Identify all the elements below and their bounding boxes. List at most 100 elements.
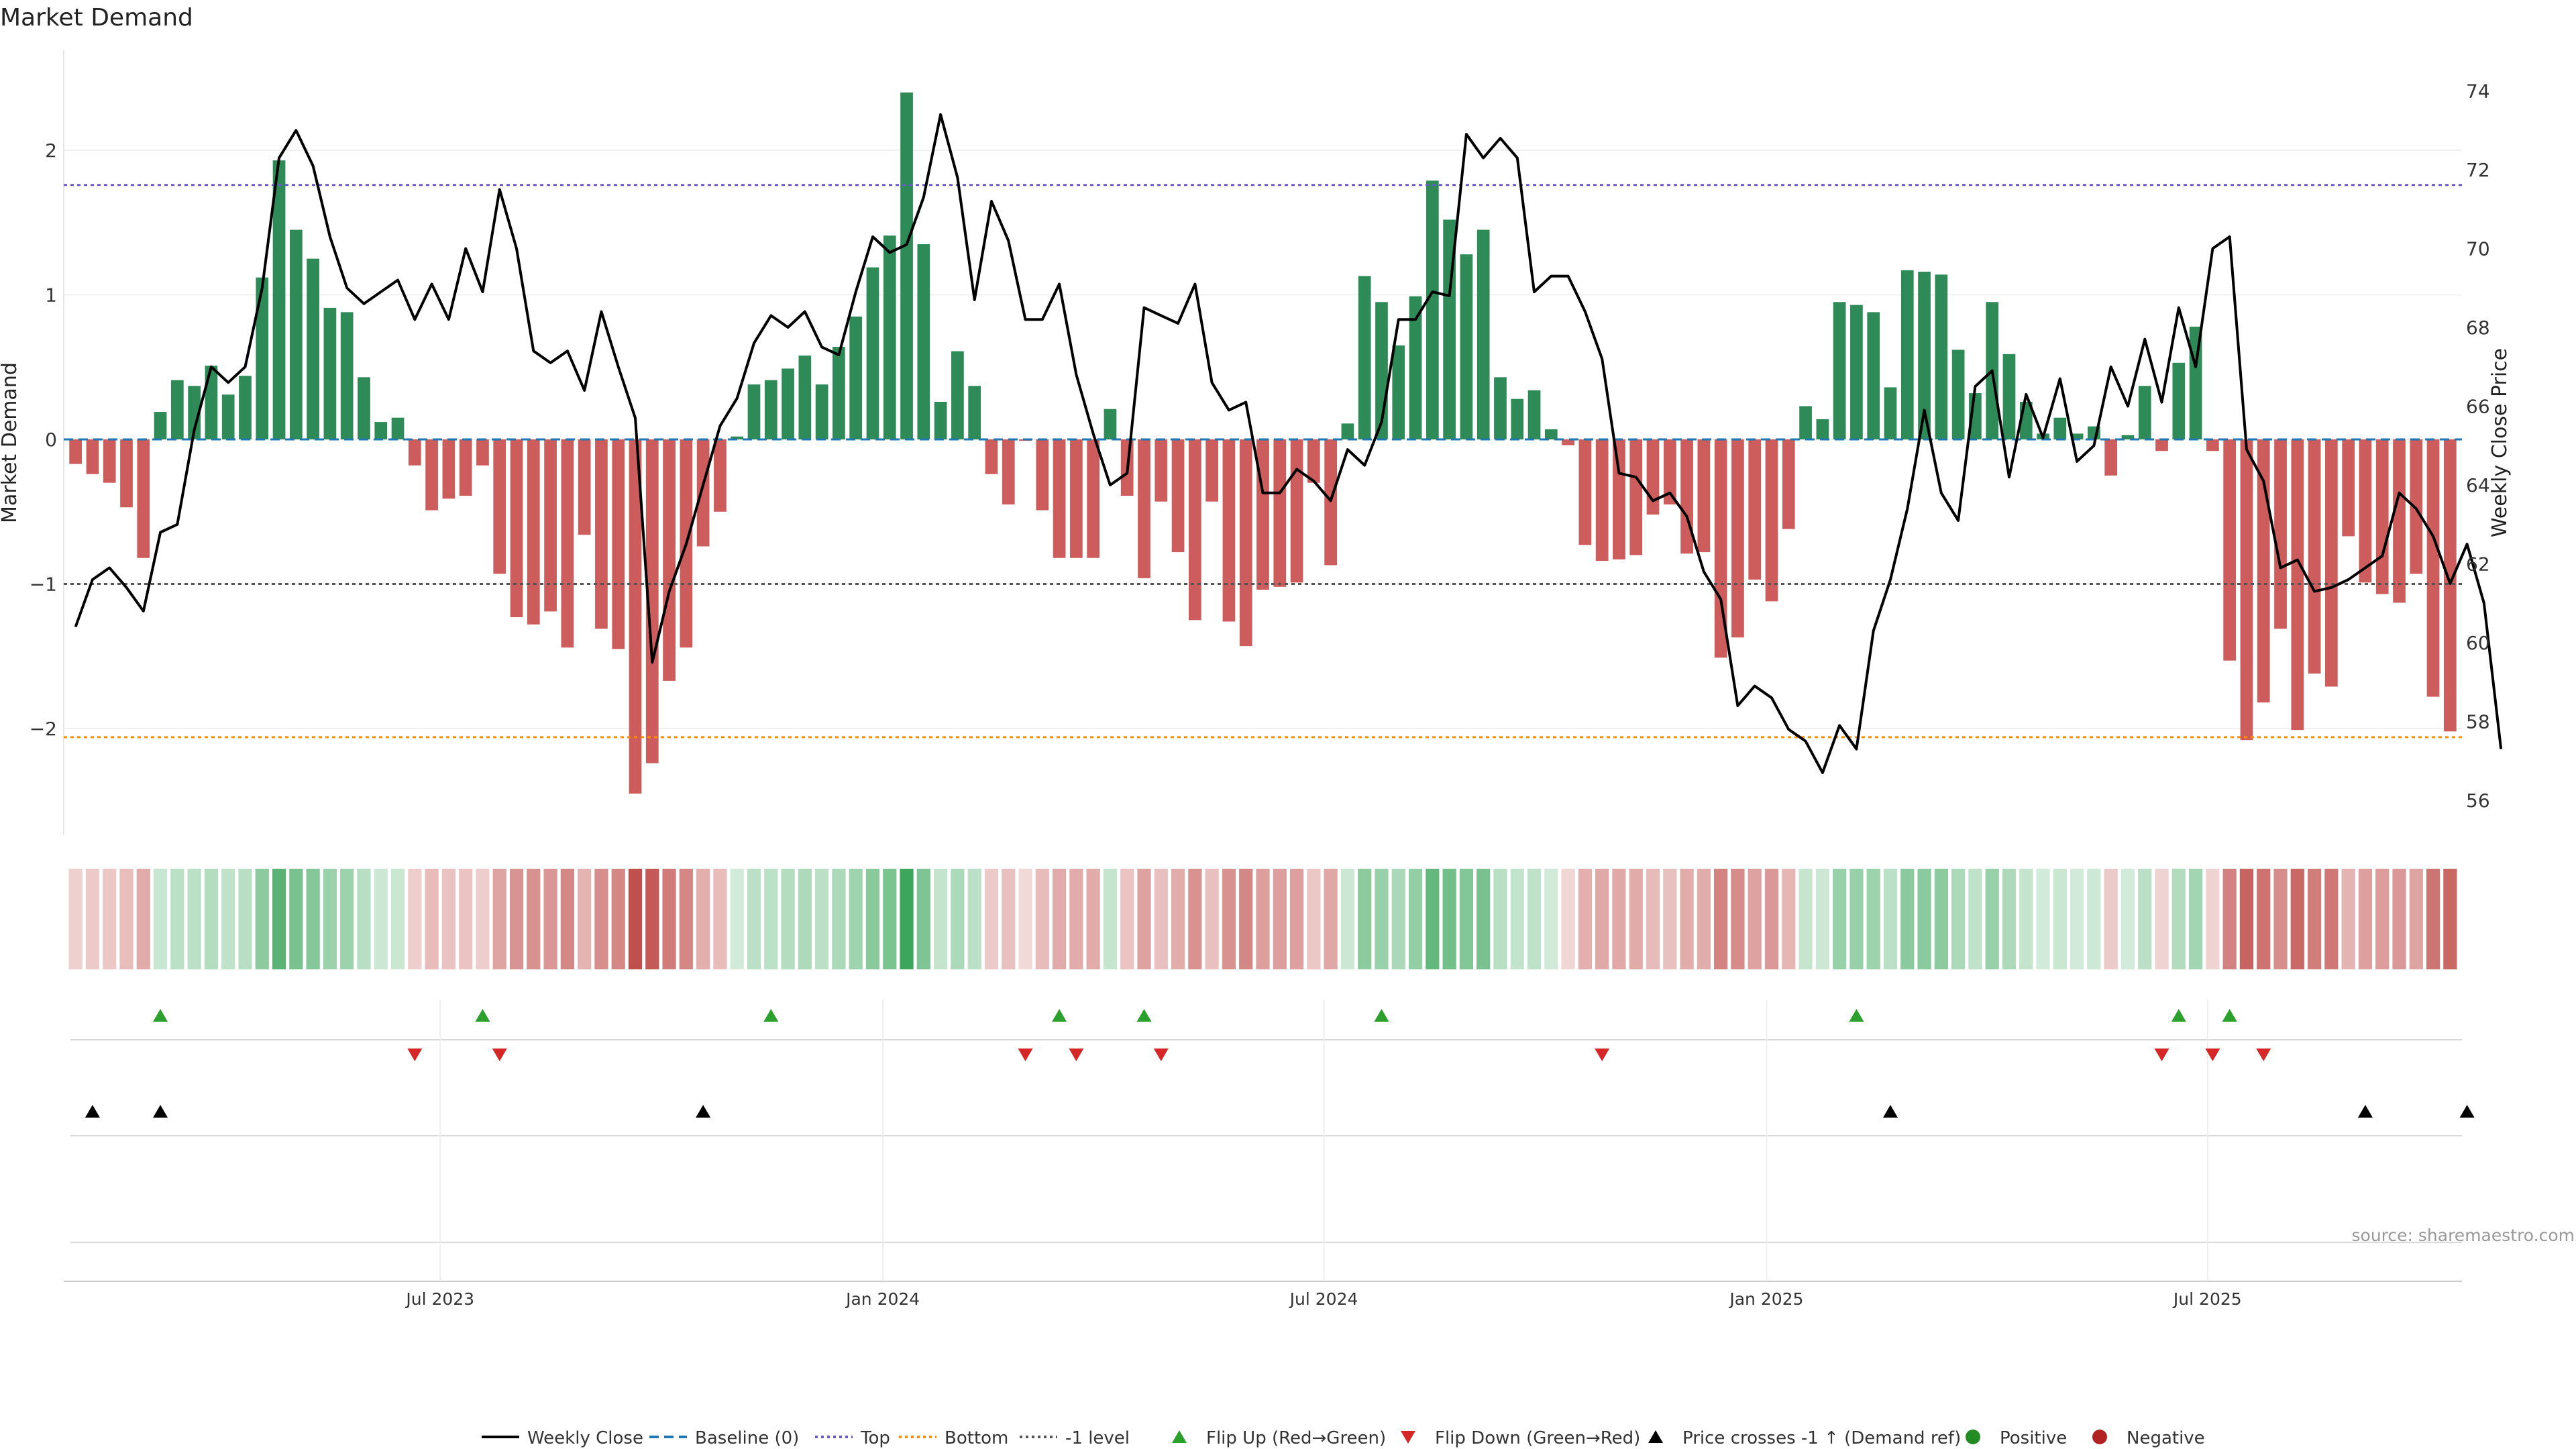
- heat-cell: [1120, 869, 1134, 969]
- demand-bar: [1256, 439, 1269, 590]
- heat-cell: [1493, 869, 1507, 969]
- signal-markers: [85, 1009, 2475, 1118]
- flip-down-marker: [1018, 1049, 1033, 1061]
- demand-bar: [2393, 439, 2406, 603]
- demand-bar: [1663, 439, 1676, 504]
- heat-cell: [2036, 869, 2050, 969]
- heat-cell: [1917, 869, 1931, 969]
- heat-cell: [390, 869, 405, 969]
- demand-bar: [1680, 439, 1693, 554]
- demand-bar: [2240, 439, 2253, 741]
- demand-bar: [2070, 433, 2084, 439]
- gridlines: [64, 150, 2462, 1281]
- demand-bar: [1392, 345, 1405, 439]
- heat-cell: [1782, 869, 1796, 969]
- demand-bar: [917, 244, 930, 439]
- demand-bar: [1494, 377, 1507, 439]
- heat-cell: [696, 869, 710, 969]
- heat-cell: [1985, 869, 1999, 969]
- heat-cell: [103, 869, 117, 969]
- heat-cell: [832, 869, 846, 969]
- left-tick-label: −1: [30, 574, 57, 596]
- demand-bar: [2410, 439, 2423, 574]
- heat-cell: [984, 869, 999, 969]
- flip-up-marker: [1849, 1009, 1864, 1022]
- demand-bar: [137, 439, 150, 558]
- price-cross-marker: [2357, 1105, 2373, 1118]
- demand-bar: [154, 412, 167, 439]
- right-tick-label: 56: [2466, 790, 2490, 812]
- demand-bar: [1918, 272, 1931, 439]
- demand-bar: [798, 356, 812, 439]
- demand-bar: [2138, 386, 2151, 439]
- legend: Weekly Close Baseline (0) Top Bottom -1 leve…: [482, 1428, 2205, 1448]
- legend-label: Flip Down (Green→Red): [1435, 1428, 1640, 1448]
- demand-bar: [1460, 254, 1473, 439]
- right-tick-label: 68: [2466, 317, 2490, 339]
- demand-bar: [1867, 312, 1880, 439]
- flip-up-marker: [2171, 1009, 2186, 1022]
- heat-cell: [1103, 869, 1118, 969]
- heat-cell: [1391, 869, 1405, 969]
- heat-cell: [2290, 869, 2304, 969]
- demand-bar: [1646, 439, 1660, 515]
- demand-bar: [2274, 439, 2287, 629]
- demand-bar: [1850, 305, 1863, 439]
- demand-bar: [1053, 439, 1066, 558]
- demand-bar: [2104, 439, 2118, 476]
- heat-cell: [2087, 869, 2101, 969]
- demand-bar: [459, 439, 472, 496]
- heat-cell: [459, 869, 473, 969]
- flip-up-marker: [1136, 1009, 1152, 1022]
- heat-cell: [509, 869, 524, 969]
- legend-label: Flip Up (Red→Green): [1206, 1428, 1386, 1448]
- heat-cell: [1544, 869, 1558, 969]
- heat-cell: [1714, 869, 1728, 969]
- heat-cell: [1477, 869, 1491, 969]
- demand-bar: [1951, 350, 1965, 439]
- demand-bar: [663, 439, 676, 681]
- demand-bar: [1748, 439, 1762, 580]
- demand-bar: [103, 439, 116, 483]
- heat-cell: [1307, 869, 1321, 969]
- demand-bar: [2325, 439, 2338, 687]
- demand-bar: [2206, 439, 2219, 451]
- demand-bar: [1171, 439, 1185, 553]
- heat-cell: [2206, 869, 2220, 969]
- demand-bar: [1189, 439, 1201, 621]
- demand-bar: [323, 307, 337, 439]
- heat-cell: [289, 869, 303, 969]
- demand-bar: [2359, 439, 2372, 583]
- heat-cell: [1578, 869, 1593, 969]
- right-tick-label: 58: [2466, 711, 2490, 733]
- heat-cell: [815, 869, 829, 969]
- demand-bar: [985, 439, 998, 474]
- heat-cell: [1731, 869, 1745, 969]
- flip-down-marker: [1153, 1049, 1169, 1061]
- heat-cell: [527, 869, 541, 969]
- demand-bar: [391, 417, 405, 439]
- flip-up-marker: [2222, 1009, 2237, 1022]
- heat-cell: [1764, 869, 1779, 969]
- demand-bar: [2426, 439, 2440, 697]
- heat-cell: [1289, 869, 1304, 969]
- heat-cell: [747, 869, 761, 969]
- flip-down-marker: [2256, 1049, 2271, 1061]
- right-tick-label: 64: [2466, 474, 2490, 496]
- demand-bar: [1002, 439, 1015, 504]
- heat-cell: [2019, 869, 2033, 969]
- heat-cell: [441, 869, 455, 969]
- demand-bar: [425, 439, 438, 511]
- heat-cell: [204, 869, 219, 969]
- legend-label: Price crosses -1 ↑ (Demand ref): [1682, 1428, 1961, 1448]
- heat-cell: [68, 869, 83, 969]
- demand-bar: [1290, 439, 1303, 583]
- heat-cell: [1069, 869, 1083, 969]
- heat-cell: [1646, 869, 1660, 969]
- heat-cell: [1273, 869, 1287, 969]
- demand-bar: [1477, 229, 1490, 439]
- demand-bar: [1884, 387, 1897, 439]
- heat-cell: [2188, 869, 2203, 969]
- demand-bar: [120, 439, 133, 508]
- flip-up-marker: [475, 1009, 490, 1022]
